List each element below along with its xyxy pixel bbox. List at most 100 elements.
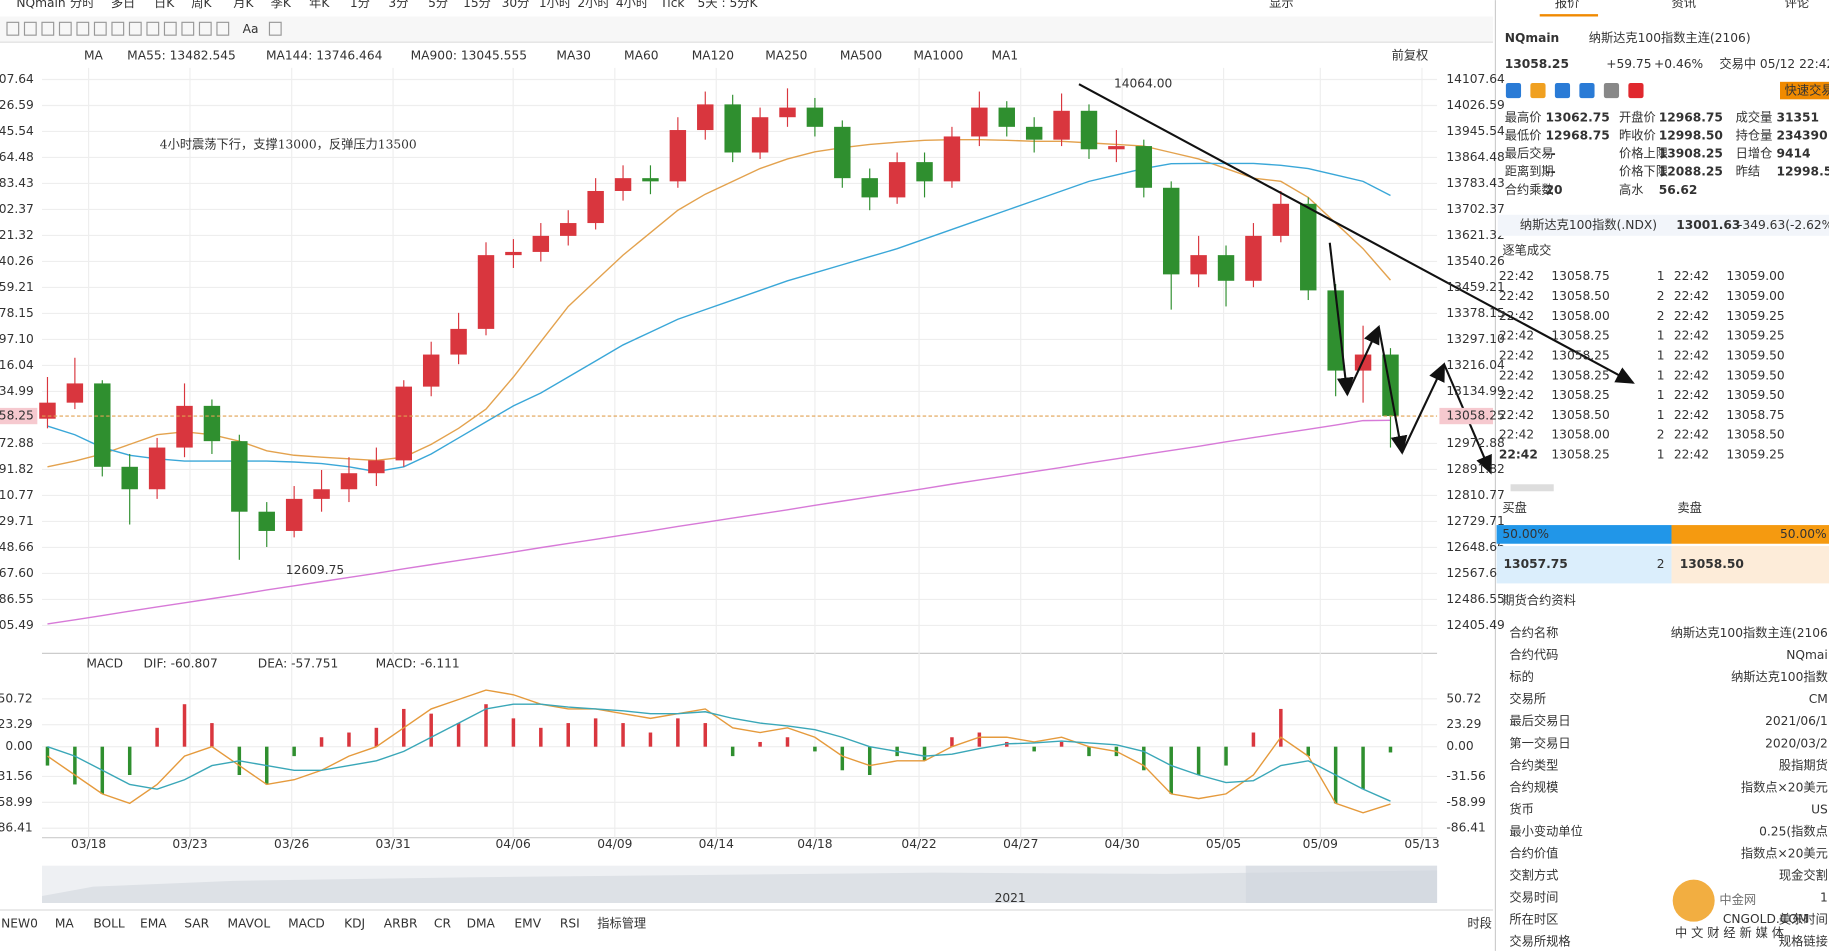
macd-bar bbox=[539, 727, 543, 747]
trade-time: 22:42 bbox=[1674, 368, 1709, 382]
side-tab[interactable]: 资讯 bbox=[1672, 0, 1696, 10]
side-tab[interactable]: 评论 bbox=[1785, 0, 1809, 10]
indicator-tab[interactable]: ARBR bbox=[384, 917, 418, 931]
macd-bar bbox=[484, 704, 488, 747]
trade-price: 13058.75 bbox=[1726, 408, 1784, 422]
indicator-tab[interactable]: EMV bbox=[514, 917, 541, 931]
period-tab[interactable]: 15分 bbox=[463, 0, 491, 10]
trade-qty: 1 bbox=[1657, 329, 1665, 343]
macd-bar bbox=[840, 746, 845, 771]
period-tab[interactable]: 日K bbox=[154, 0, 175, 10]
index-price: 13001.63 bbox=[1676, 218, 1740, 232]
indicator-tab[interactable]: CR bbox=[434, 917, 452, 931]
indicator-tab[interactable]: 指标管理 bbox=[597, 916, 646, 931]
indicator-tab[interactable]: EMA bbox=[140, 917, 167, 931]
period-tab[interactable]: Tick bbox=[659, 0, 685, 10]
y-tick-label: 12729.71 bbox=[1446, 514, 1504, 528]
period-tab[interactable]: 5天 : 5分K bbox=[698, 0, 759, 10]
icon bbox=[1603, 82, 1620, 99]
indicator-name: MA bbox=[84, 49, 104, 63]
contract-label: 合约名称 bbox=[1509, 625, 1558, 640]
trade-time: 22:42 bbox=[1674, 408, 1709, 422]
indicator-tab[interactable]: BOLL bbox=[93, 917, 125, 931]
period-tab[interactable]: 年K bbox=[309, 0, 330, 10]
y-tick-label: 0.00 bbox=[1446, 739, 1473, 753]
macd-bar bbox=[621, 723, 625, 747]
y-tick-label: 13621.32 bbox=[1446, 228, 1504, 242]
trade-price: 13059.25 bbox=[1726, 329, 1784, 343]
trade-price: 13058.25 bbox=[1551, 329, 1609, 343]
indicator-tab[interactable]: MA bbox=[55, 917, 75, 931]
trade-qty: 2 bbox=[1657, 428, 1665, 442]
period-tab[interactable]: 1分 bbox=[350, 0, 370, 10]
contract-label: 第一交易日 bbox=[1509, 735, 1570, 750]
session-button[interactable]: 时段 bbox=[1467, 916, 1491, 931]
period-tab[interactable]: 季K bbox=[271, 0, 292, 10]
period-tab[interactable]: 4小时 bbox=[616, 0, 648, 10]
macd-bar bbox=[1224, 746, 1228, 766]
y-tick-label: 13216.04 bbox=[0, 358, 34, 372]
period-tab[interactable]: 3分 bbox=[388, 0, 408, 10]
stat-value: 56.62 bbox=[1659, 183, 1698, 197]
indicator-tab[interactable]: NEW0 bbox=[1, 917, 38, 931]
contract-value: 2021/06/1 bbox=[1765, 714, 1828, 728]
period-tab[interactable]: 5分 bbox=[428, 0, 448, 10]
bid-qty: 2 bbox=[1657, 557, 1665, 571]
candle-body bbox=[697, 104, 714, 131]
macd-bar bbox=[511, 718, 516, 747]
low-label: 12609.75 bbox=[286, 563, 344, 577]
period-tab[interactable]: 30分 bbox=[502, 0, 530, 10]
trade-qty: 1 bbox=[1657, 368, 1665, 382]
indicator-tab[interactable]: RSI bbox=[560, 917, 580, 931]
candle-body bbox=[1272, 203, 1290, 236]
y-tick-label: 13134.99 bbox=[1446, 384, 1504, 398]
period-tab[interactable]: 2小时 bbox=[577, 0, 609, 10]
macd-bar bbox=[1169, 746, 1173, 794]
last-price-label: 13058.25 bbox=[1446, 409, 1504, 423]
stat-value: 13908.25 bbox=[1659, 147, 1723, 161]
contract-value: 股指期货 bbox=[1779, 757, 1828, 772]
period-tab[interactable]: 分时 bbox=[70, 0, 94, 10]
side-tab[interactable]: 报价 bbox=[1555, 0, 1579, 10]
period-tab[interactable]: 周K bbox=[191, 0, 212, 10]
macd-bar bbox=[1388, 746, 1393, 753]
side-symbol: NQmain bbox=[1505, 31, 1560, 45]
indicator-tab[interactable]: KDJ bbox=[344, 917, 365, 931]
last-price-label: 13058.25 bbox=[0, 409, 34, 423]
period-tab[interactable]: 月K bbox=[233, 0, 254, 10]
drawing-toolbar bbox=[0, 16, 1494, 43]
indicator-tab[interactable]: DMA bbox=[467, 917, 496, 931]
contract-label: 合约代码 bbox=[1509, 647, 1558, 662]
candle-body bbox=[477, 255, 495, 329]
candle-body bbox=[1135, 146, 1153, 188]
y-tick-label: 14026.59 bbox=[0, 98, 34, 112]
macd-bar bbox=[1087, 746, 1091, 757]
stat-label: 最高价 bbox=[1505, 109, 1542, 124]
stat-label: 最低价 bbox=[1505, 129, 1542, 143]
trade-time: 22:42 bbox=[1674, 289, 1709, 303]
macd-bar bbox=[813, 746, 817, 752]
scroll-window[interactable] bbox=[1245, 865, 1438, 904]
contract-label: 货币 bbox=[1509, 801, 1533, 816]
candle-body bbox=[1025, 126, 1043, 140]
indicator-tab[interactable]: SAR bbox=[184, 917, 209, 931]
legend-entry: MA55: 13482.545 bbox=[127, 49, 236, 63]
y-tick-label: 12972.88 bbox=[1446, 436, 1504, 450]
adjust-button[interactable]: 前复权 bbox=[1392, 48, 1429, 63]
period-tab[interactable]: 1小时 bbox=[539, 0, 571, 10]
macd-bar bbox=[566, 723, 570, 747]
ma-line bbox=[47, 419, 1391, 625]
indicator-tab[interactable]: MACD bbox=[288, 917, 325, 931]
period-tab[interactable]: 多日 bbox=[111, 0, 135, 10]
ask-label: 卖盘 bbox=[1677, 500, 1701, 515]
quick-trade-button[interactable] bbox=[1780, 81, 1829, 100]
indicator-tab[interactable]: MAVOL bbox=[227, 917, 270, 931]
trade-time: 22:42 bbox=[1499, 309, 1534, 323]
last-price-tag bbox=[1439, 407, 1494, 425]
quick-trade-label: 快速交易 bbox=[1785, 83, 1829, 98]
contract-value: 1 bbox=[1820, 891, 1828, 905]
stat-label: 高水 bbox=[1619, 182, 1643, 197]
contract-label: 标的 bbox=[1509, 669, 1533, 684]
stat-value: 234390 bbox=[1777, 129, 1828, 143]
arrow bbox=[1401, 362, 1446, 454]
